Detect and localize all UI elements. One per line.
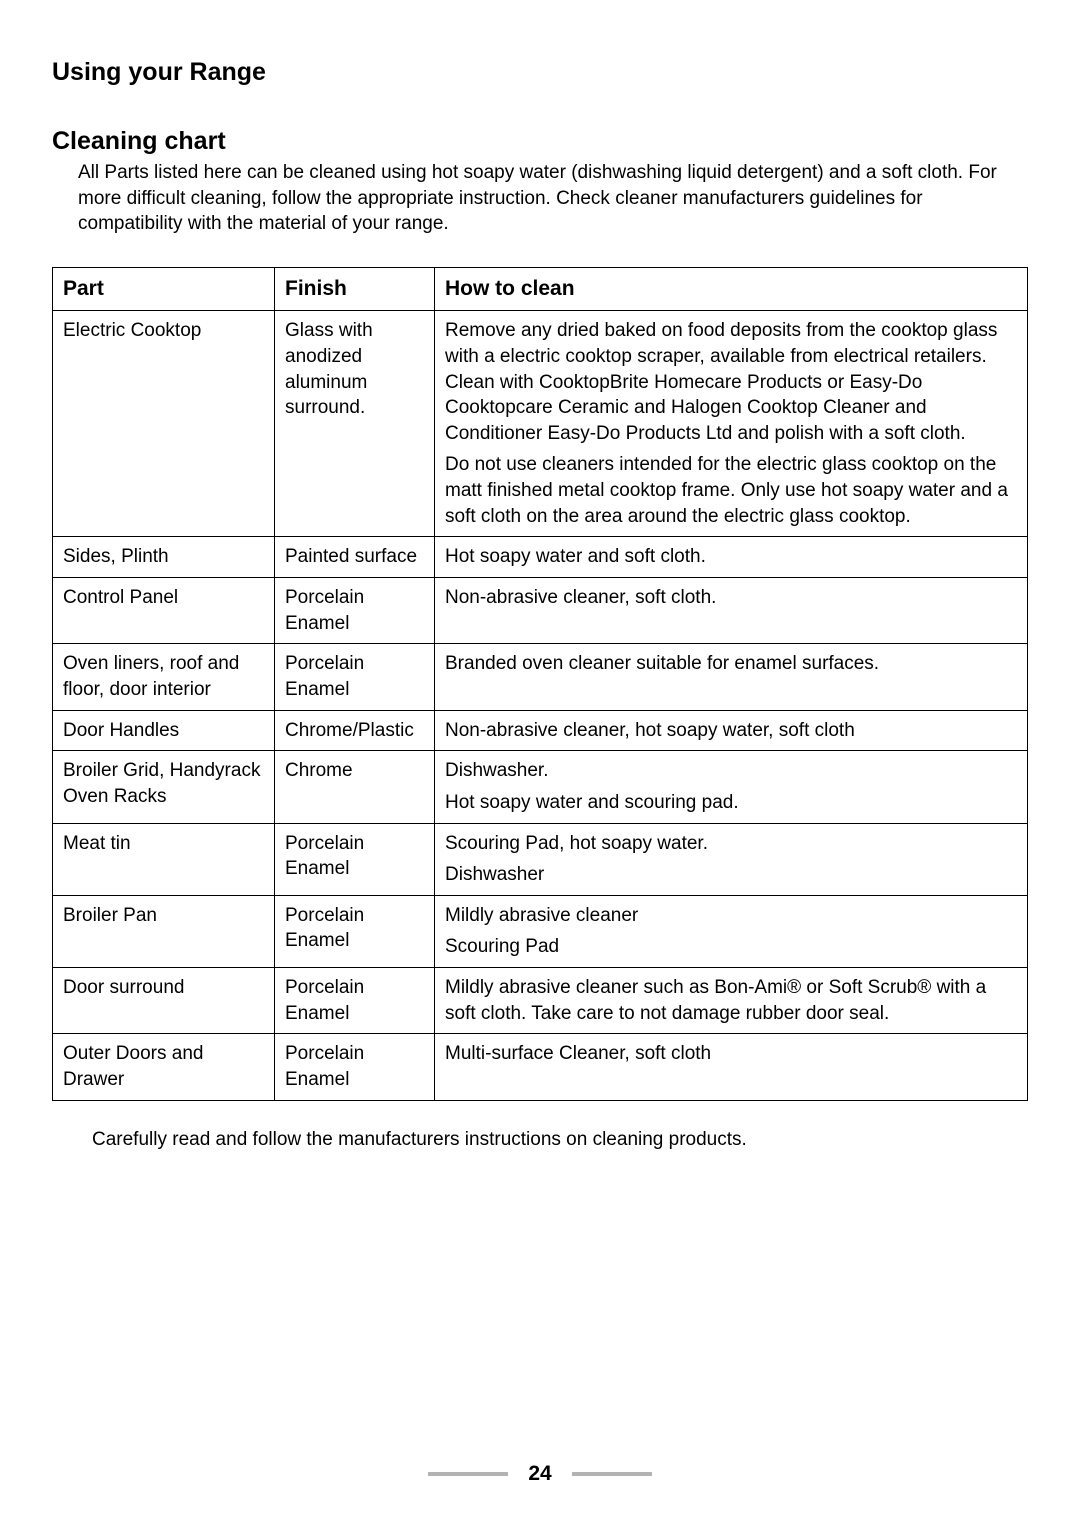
header-finish: Finish: [275, 267, 435, 310]
section-title: Cleaning chart: [52, 127, 1028, 156]
page-title: Using your Range: [52, 58, 1028, 87]
cell-how: Remove any dried baked on food deposits …: [435, 311, 1028, 537]
cell-part: Door surround: [53, 968, 275, 1034]
cell-how: Mildly abrasive cleaner such as Bon-Ami®…: [435, 968, 1028, 1034]
table-row: Control PanelPorcelain Enamel Non-abrasiv…: [53, 578, 1028, 644]
cell-how-text: Hot soapy water and soft cloth.: [445, 544, 1017, 570]
cell-part: Sides, Plinth: [53, 537, 275, 578]
cell-part: Oven liners, roof and floor, door interi…: [53, 644, 275, 710]
cell-finish: Porcelain Enamel: [275, 823, 435, 895]
footer-line-left: [428, 1472, 508, 1476]
table-body: Electric CooktopGlass with anodized alum…: [53, 311, 1028, 1100]
cell-how-text: Non-abrasive cleaner, soft cloth.: [445, 585, 1017, 611]
table-row: Sides, PlinthPainted surface Hot soapy wa…: [53, 537, 1028, 578]
cell-how-text: Non-abrasive cleaner, hot soapy water, s…: [445, 718, 1017, 744]
cell-how-text: Mildly abrasive cleaner: [445, 903, 1017, 929]
table-row: Meat tinPorcelain EnamelScouring Pad, ho…: [53, 823, 1028, 895]
cell-how-text: Remove any dried baked on food deposits …: [445, 318, 1017, 446]
header-how: How to clean: [435, 267, 1028, 310]
cell-part: Outer Doors and Drawer: [53, 1034, 275, 1100]
cell-how: Scouring Pad, hot soapy water. Dishwasher: [435, 823, 1028, 895]
cell-how-text: Multi-surface Cleaner, soft cloth: [445, 1041, 1017, 1067]
cell-how: Multi-surface Cleaner, soft cloth: [435, 1034, 1028, 1100]
cell-part: Broiler Pan: [53, 895, 275, 967]
cell-finish: Chrome/Plastic: [275, 710, 435, 751]
closing-text: Carefully read and follow the manufactur…: [92, 1129, 1028, 1151]
cell-part: Door Handles: [53, 710, 275, 751]
cell-finish: Painted surface: [275, 537, 435, 578]
cell-finish: Porcelain Enamel: [275, 968, 435, 1034]
cell-how: Branded oven cleaner suitable for enamel…: [435, 644, 1028, 710]
table-header-row: Part Finish How to clean: [53, 267, 1028, 310]
page-footer: 24: [0, 1462, 1080, 1486]
cell-how: Non-abrasive cleaner, hot soapy water, s…: [435, 710, 1028, 751]
cell-finish: Porcelain Enamel: [275, 895, 435, 967]
cell-how: Non-abrasive cleaner, soft cloth.: [435, 578, 1028, 644]
intro-text: All Parts listed here can be cleaned usi…: [78, 160, 1028, 237]
table-row: Outer Doors and DrawerPorcelain Enamel Mu…: [53, 1034, 1028, 1100]
table-row: Door surroundPorcelain EnamelMildly abra…: [53, 968, 1028, 1034]
cell-part: Electric Cooktop: [53, 311, 275, 537]
footer-line-right: [572, 1472, 652, 1476]
cell-how: Hot soapy water and soft cloth.: [435, 537, 1028, 578]
cell-finish: Glass with anodized aluminum surround.: [275, 311, 435, 537]
table-row: Electric CooktopGlass with anodized alum…: [53, 311, 1028, 537]
cell-how-text: Scouring Pad: [445, 934, 1017, 960]
cell-how-text: Hot soapy water and scouring pad.: [445, 790, 1017, 816]
cell-finish: Chrome: [275, 751, 435, 823]
cell-finish: Porcelain Enamel: [275, 644, 435, 710]
cell-how-text: Dishwasher.: [445, 758, 1017, 784]
cell-how-text: Branded oven cleaner suitable for enamel…: [445, 651, 1017, 677]
table-row: Broiler PanPorcelain EnamelMildly abrasi…: [53, 895, 1028, 967]
cell-how-text: Scouring Pad, hot soapy water.: [445, 831, 1017, 857]
cell-finish: Porcelain Enamel: [275, 1034, 435, 1100]
page-number: 24: [528, 1462, 551, 1486]
cell-how: Mildly abrasive cleaner Scouring Pad: [435, 895, 1028, 967]
cell-part: Control Panel: [53, 578, 275, 644]
cell-part: Meat tin: [53, 823, 275, 895]
cell-how-text: Do not use cleaners intended for the ele…: [445, 452, 1017, 529]
header-part: Part: [53, 267, 275, 310]
table-row: Oven liners, roof and floor, door interi…: [53, 644, 1028, 710]
table-row: Door HandlesChrome/Plastic Non-abrasive c…: [53, 710, 1028, 751]
cell-part: Broiler Grid, Handyrack Oven Racks: [53, 751, 275, 823]
cell-how-text: Dishwasher: [445, 862, 1017, 888]
cell-finish: Porcelain Enamel: [275, 578, 435, 644]
cleaning-table: Part Finish How to clean Electric Cookto…: [52, 267, 1028, 1101]
table-row: Broiler Grid, Handyrack Oven RacksChrome…: [53, 751, 1028, 823]
cell-how: Dishwasher. Hot soapy water and scouring …: [435, 751, 1028, 823]
cell-how-text: Mildly abrasive cleaner such as Bon-Ami®…: [445, 975, 1017, 1026]
